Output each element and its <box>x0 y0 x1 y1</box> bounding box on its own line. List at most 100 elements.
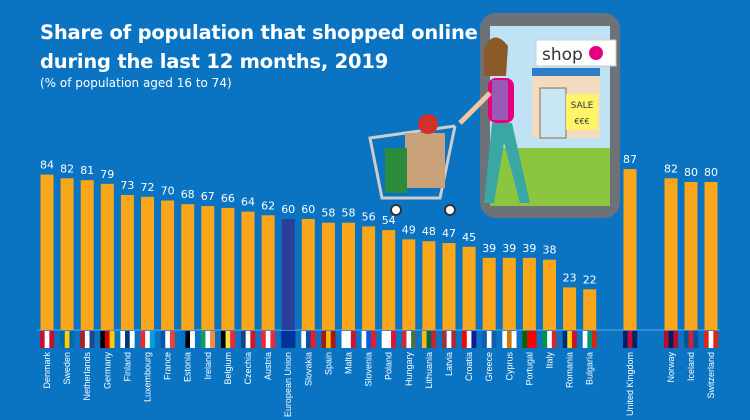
bar-switzerland <box>704 182 718 330</box>
bar-germany <box>100 183 114 330</box>
bar-czechia <box>241 211 255 330</box>
value-label-norway: 82 <box>664 162 678 175</box>
cart-badge-icon <box>589 46 603 60</box>
flag-malta-stripe <box>350 331 356 348</box>
flag-greece-stripe <box>482 331 488 348</box>
flag-finland-stripe <box>125 331 130 348</box>
flag-germany-stripe <box>104 331 110 348</box>
value-label-greece: 39 <box>482 242 496 255</box>
flag-austria-stripe <box>261 331 266 348</box>
value-label-portugal: 39 <box>522 242 536 255</box>
flag-belgium-stripe <box>230 331 236 348</box>
category-label-spain: Spain <box>323 352 333 375</box>
value-label-luxembourg: 72 <box>141 181 155 194</box>
bar-lithuania <box>422 241 436 330</box>
flag-united-kingdom-stripe <box>627 331 633 348</box>
flag-norway-stripe <box>668 331 674 348</box>
flag-switzerland-stripe <box>708 331 714 348</box>
flag-iceland-stripe <box>693 331 699 348</box>
flag-croatia-stripe <box>462 331 467 348</box>
category-label-hungary: Hungary <box>404 352 414 387</box>
flag-lithuania-stripe <box>421 331 427 348</box>
flag-czechia-stripe <box>245 331 251 348</box>
flag-poland-stripe <box>381 331 387 348</box>
flag-sweden-stripe <box>60 331 65 348</box>
category-label-luxembourg: Luxembourg <box>143 352 153 402</box>
bar-estonia <box>181 204 195 330</box>
flag-croatia-stripe <box>466 331 472 348</box>
flag-austria-stripe <box>270 331 276 348</box>
flag-ireland-stripe <box>205 331 211 348</box>
category-label-czechia: Czechia <box>243 352 253 385</box>
value-label-malta: 58 <box>342 207 356 220</box>
flag-hungary-stripe <box>411 331 416 348</box>
online-shopping-illustration: SALE €€€ shop <box>368 13 620 218</box>
category-label-estonia: Estonia <box>183 352 193 382</box>
flag-estonia-stripe <box>190 331 195 348</box>
bar-romania <box>563 287 577 330</box>
bar-bulgaria <box>583 289 597 330</box>
bar-netherlands <box>80 180 94 330</box>
bar-slovenia <box>362 226 376 330</box>
bar-hungary <box>402 239 416 330</box>
category-label-poland: Poland <box>384 352 394 380</box>
value-label-spain: 58 <box>321 207 335 220</box>
bar-denmark <box>40 174 54 330</box>
flag-latvia-stripe <box>442 331 447 348</box>
bar-austria <box>261 215 275 330</box>
bar-sweden <box>60 178 74 330</box>
flag-greece-stripe <box>491 331 497 348</box>
flag-european-union-stripe <box>285 331 291 348</box>
category-label-switzerland: Switzerland <box>706 352 716 399</box>
category-label-france: France <box>163 352 173 380</box>
flag-croatia-stripe <box>471 331 477 348</box>
flag-finland-stripe <box>129 331 135 348</box>
value-label-ireland: 67 <box>201 190 215 203</box>
flag-slovenia-stripe <box>370 331 376 348</box>
flag-slovenia-stripe <box>361 331 367 348</box>
flag-lithuania-stripe <box>431 331 437 348</box>
value-label-bulgaria: 22 <box>583 273 597 286</box>
flag-slovenia-stripe <box>366 331 372 348</box>
category-label-belgium: Belgium <box>223 352 233 385</box>
category-label-austria: Austria <box>263 352 273 380</box>
flag-denmark-stripe <box>40 331 45 348</box>
category-label-united-kingdom: United Kingdom <box>625 352 635 416</box>
value-label-switzerland: 80 <box>704 166 718 179</box>
flag-sweden-stripe <box>69 331 75 348</box>
bar-latvia <box>442 243 456 330</box>
flag-hungary-stripe <box>406 331 412 348</box>
chart-title-line-2: during the last 12 months, 2019 <box>40 50 389 73</box>
flag-cyprus-stripe <box>506 331 512 348</box>
value-label-croatia: 45 <box>462 231 476 244</box>
value-label-italy: 38 <box>543 244 557 257</box>
bar-greece <box>482 257 496 330</box>
shop-sign-text: shop <box>542 45 583 65</box>
flag-netherlands-stripe <box>84 331 90 348</box>
shop-front-icon: SALE €€€ <box>532 68 600 139</box>
category-label-romania: Romania <box>565 352 575 388</box>
value-label-poland: 54 <box>382 214 396 227</box>
category-label-finland: Finland <box>122 352 132 382</box>
flag-netherlands-stripe <box>89 331 95 348</box>
flag-hungary-stripe <box>401 331 407 348</box>
flag-bulgaria-stripe <box>582 331 588 348</box>
value-label-estonia: 68 <box>181 188 195 201</box>
category-label-denmark: Denmark <box>42 352 52 389</box>
flag-romania-stripe <box>562 331 568 348</box>
value-label-hungary: 49 <box>402 223 416 236</box>
bar-poland <box>382 230 396 330</box>
flag-denmark-stripe <box>44 331 50 348</box>
woman-shopper-icon <box>458 37 530 203</box>
flag-belgium-stripe <box>220 331 226 348</box>
category-label-greece: Greece <box>484 352 494 382</box>
flag-switzerland-stripe <box>704 331 709 348</box>
value-label-denmark: 84 <box>40 159 54 172</box>
value-label-czechia: 64 <box>241 196 255 209</box>
flag-cyprus-stripe <box>502 331 508 348</box>
flag-spain-stripe <box>326 331 331 348</box>
category-label-european-union: European Union <box>283 352 293 417</box>
category-label-lithuania: Lithuania <box>424 352 434 389</box>
flag-finland-stripe <box>120 331 126 348</box>
